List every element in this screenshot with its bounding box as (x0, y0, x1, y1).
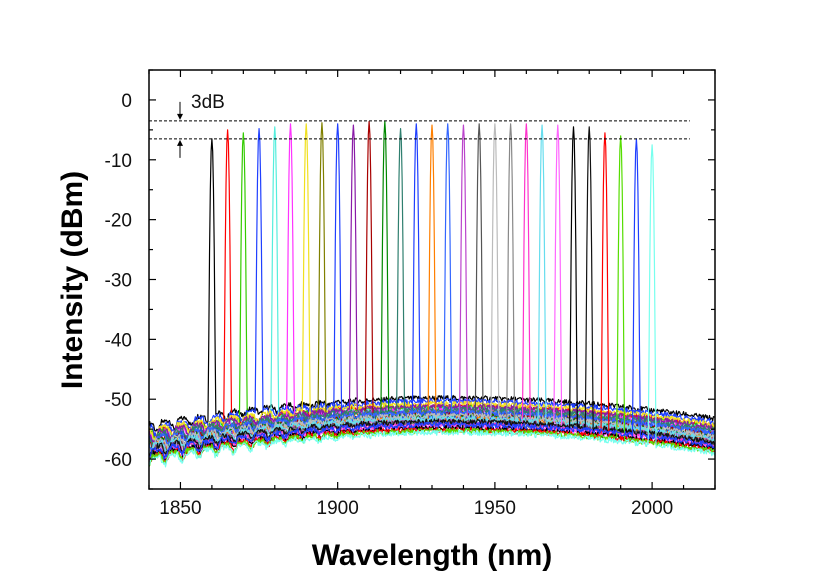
x-tick-label-1950: 1950 (474, 498, 516, 519)
spectrum-line-1965 (149, 124, 715, 455)
spectrum-line-1995 (149, 138, 715, 460)
tick-labels: 1850 1900 1950 2000 0 -10 -20 -30 -40 -50 -60 (105, 91, 674, 519)
axes-group (148, 69, 716, 490)
spectrum-line-1865 (149, 129, 715, 444)
y-tick-label--30: -30 (105, 271, 132, 292)
spectrum-line-1885 (149, 123, 715, 444)
spectrum-line-1920 (149, 128, 715, 447)
x-tick-label-2000: 2000 (631, 498, 673, 519)
annotation-group (149, 101, 690, 158)
spectrum-line-1860 (149, 138, 715, 433)
spectrum-line-1905 (149, 124, 715, 443)
y-axis-title: Intensity (dBm) (56, 171, 89, 389)
annotation-3db-label: 3dB (191, 92, 225, 113)
down-arrow-icon (177, 113, 183, 120)
spectrum-line-1930 (149, 124, 715, 455)
y-tick-label--60: -60 (105, 450, 132, 471)
y-tick-label--10: -10 (105, 151, 132, 172)
y-tick-label-0: 0 (121, 91, 132, 112)
x-tick-label-1900: 1900 (317, 498, 359, 519)
spectrum-line-1950 (149, 123, 715, 453)
series-group (149, 120, 715, 468)
x-tick-label-1850: 1850 (159, 498, 201, 519)
spectrum-line-1875 (149, 128, 715, 438)
x-axis-title: Wavelength (nm) (312, 539, 553, 572)
up-arrow-icon (177, 139, 183, 146)
y-tick-label--40: -40 (105, 330, 132, 351)
spectrum-line-1890 (149, 123, 715, 441)
spectrum-line-1925 (149, 123, 715, 454)
spectrum-line-2000 (149, 144, 715, 468)
y-tick-label--20: -20 (105, 211, 132, 232)
spectrum-line-1870 (149, 132, 715, 443)
spectrum-line-1990 (149, 135, 715, 467)
y-tick-label--50: -50 (105, 390, 132, 411)
